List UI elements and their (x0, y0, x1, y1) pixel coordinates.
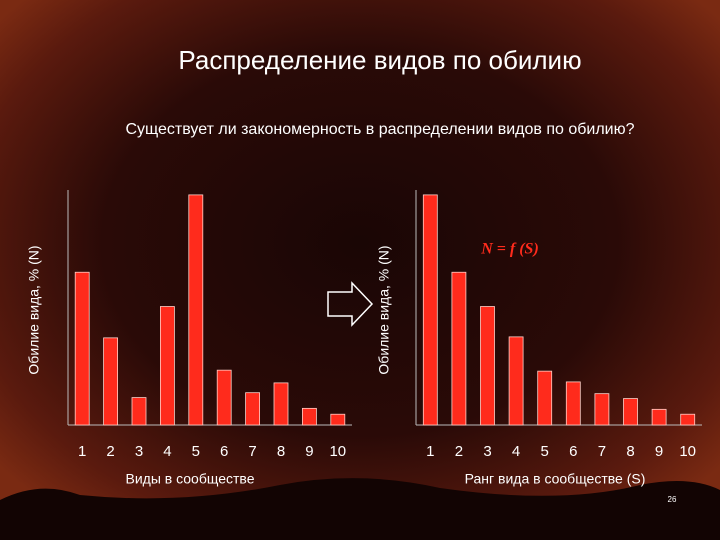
x-tick-label: 6 (220, 443, 228, 460)
x-axis-label: Ранг вида в сообществе (S) (465, 471, 646, 487)
x-tick-label: 4 (163, 443, 171, 460)
x-tick-label: 10 (679, 443, 696, 460)
x-tick-label: 2 (455, 443, 463, 460)
page-number: 26 (668, 495, 677, 504)
x-tick-label: 3 (483, 443, 491, 460)
bar (301, 407, 317, 426)
bar (422, 194, 438, 426)
bar (245, 392, 261, 426)
bar (508, 336, 524, 426)
bar (680, 413, 696, 426)
bar (74, 271, 90, 426)
slide-title: Распределение видов по обилию (178, 45, 581, 75)
bar (330, 413, 346, 426)
bar (188, 194, 204, 426)
x-tick-label: 7 (248, 443, 256, 460)
x-tick-label: 7 (598, 443, 606, 460)
bar (537, 370, 553, 426)
x-tick-label: 3 (135, 443, 143, 460)
bar (565, 381, 581, 426)
bar (480, 306, 495, 426)
slide-subtitle: Существует ли закономерность в распредел… (125, 121, 634, 138)
bar (651, 408, 667, 426)
y-axis-label: Обилие вида, % (N) (376, 245, 392, 374)
arrow (327, 281, 374, 327)
annotation: N = f (S) (480, 241, 539, 258)
x-tick-label: 9 (655, 443, 663, 460)
x-tick-label: 4 (512, 443, 520, 460)
bar (131, 397, 147, 426)
bar (273, 382, 289, 426)
bar (594, 393, 610, 426)
bar (451, 271, 467, 426)
bar (159, 306, 175, 426)
x-tick-label: 2 (106, 443, 114, 460)
x-tick-label: 9 (305, 443, 313, 460)
x-tick-label: 5 (541, 443, 549, 460)
x-tick-label: 5 (192, 443, 200, 460)
y-axis-label: Обилие вида, % (N) (26, 245, 42, 374)
x-tick-label: 8 (626, 443, 634, 460)
x-tick-label: 10 (329, 443, 346, 460)
bar (216, 369, 232, 426)
x-tick-label: 6 (569, 443, 577, 460)
x-tick-label: 1 (78, 443, 86, 460)
bar (103, 337, 118, 426)
x-tick-label: 1 (426, 443, 434, 460)
x-axis-label: Виды в сообществе (126, 471, 255, 487)
bar (623, 398, 638, 426)
x-tick-label: 8 (277, 443, 285, 460)
curtain-bottom (0, 478, 720, 540)
